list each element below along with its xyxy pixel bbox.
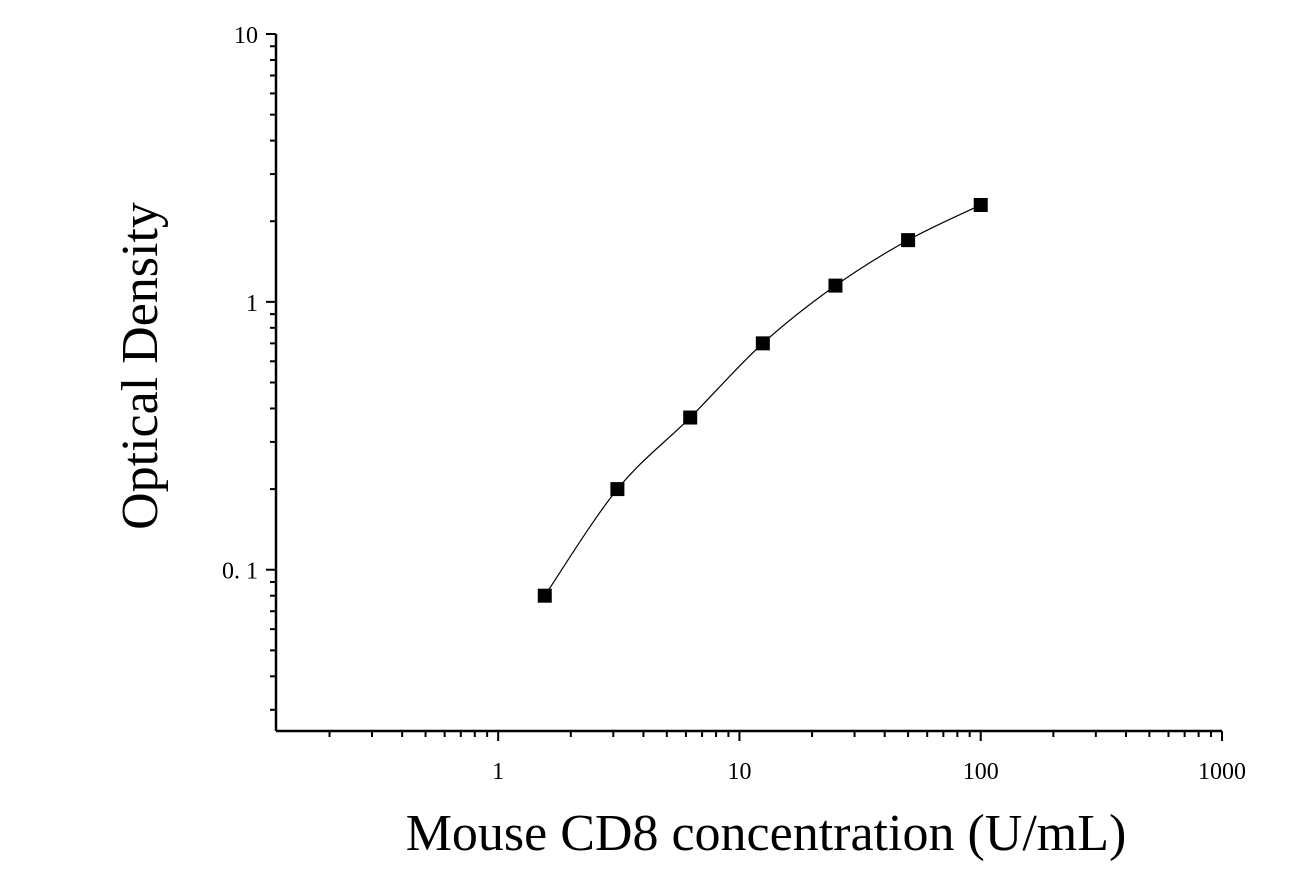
data-points-layer <box>537 197 988 603</box>
data-point-marker <box>901 233 916 248</box>
data-point-marker <box>755 336 770 351</box>
data-point-marker <box>973 197 988 212</box>
x-axis-title: Mouse CD8 concentration (U/mL) <box>406 805 1127 862</box>
y-tick-label: 0. 1 <box>222 559 258 585</box>
x-tick-label: 1000 <box>1198 759 1246 785</box>
data-point-marker <box>828 278 843 293</box>
data-point-marker <box>683 410 698 425</box>
fit-curve-line <box>544 204 981 597</box>
data-point-marker <box>537 588 552 603</box>
data-point-marker <box>610 482 625 497</box>
y-axis-title: Optical Density <box>112 202 169 530</box>
x-tick-label: 10 <box>727 759 751 785</box>
y-tick-label: 10 <box>234 23 258 49</box>
x-tick-label: 1 <box>492 759 504 785</box>
y-tick-label: 1 <box>246 291 258 317</box>
fit-curve-layer <box>544 204 981 597</box>
x-tick-label: 100 <box>963 759 999 785</box>
axes: 1 10 100 1000 0. 1 1 10 <box>222 23 1246 785</box>
